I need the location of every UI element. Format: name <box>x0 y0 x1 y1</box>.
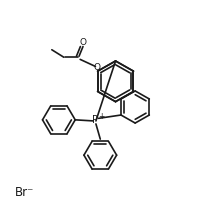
Text: O: O <box>80 38 87 48</box>
Text: Br⁻: Br⁻ <box>15 186 35 199</box>
Text: +: + <box>98 112 105 121</box>
Text: O: O <box>93 63 100 73</box>
Text: P: P <box>92 115 98 125</box>
